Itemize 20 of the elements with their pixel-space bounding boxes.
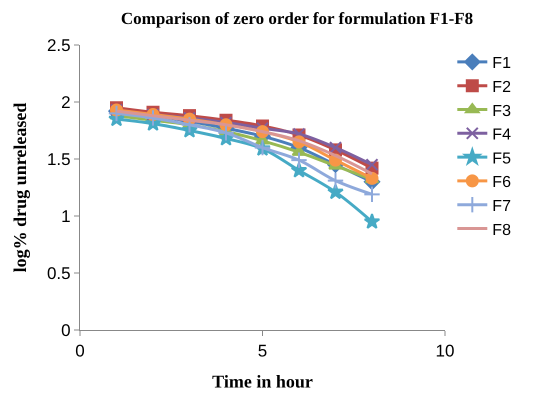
legend-label: F6: [492, 174, 512, 192]
x-tick-label: 10: [436, 341, 454, 360]
chart-title: Comparison of zero order for formulation F1-F8: [120, 8, 474, 28]
legend-label: F1: [492, 55, 512, 72]
x-axis-title: Time in hour: [212, 372, 313, 392]
legend-label: F5: [492, 150, 512, 168]
y-tick-label: 2: [61, 92, 71, 112]
y-axis-title: log% drug unreleased: [10, 102, 30, 272]
legend-label: F8: [492, 222, 512, 239]
legend-label: F4: [492, 126, 512, 144]
x-tick-label: 0: [75, 341, 85, 360]
x-tick-label: 5: [258, 341, 268, 360]
y-tick-label: 1.5: [46, 150, 71, 169]
y-tick-label: 2.5: [46, 36, 71, 55]
legend-label: F2: [492, 78, 512, 96]
legend-label: F7: [492, 198, 512, 215]
y-tick-label: 1: [61, 206, 71, 226]
y-tick-label: 0.5: [46, 264, 71, 283]
legend-label: F3: [492, 102, 512, 120]
y-tick-label: 0: [61, 320, 71, 340]
